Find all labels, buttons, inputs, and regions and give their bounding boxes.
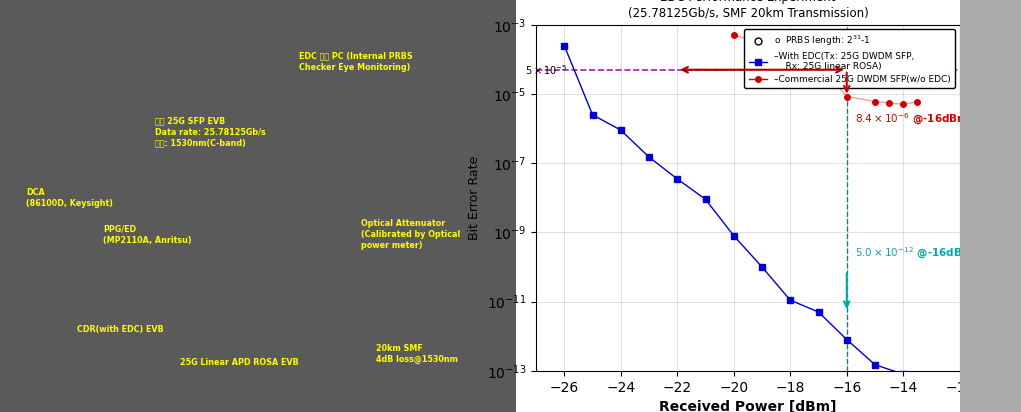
X-axis label: Received Power [dBm]: Received Power [dBm] xyxy=(660,400,836,412)
Text: $5.0\times10^{-12}$ @-16dBm: $5.0\times10^{-12}$ @-16dBm xyxy=(856,246,973,261)
Text: Optical Attenuator
(Calibrated by Optical
power meter): Optical Attenuator (Calibrated by Optica… xyxy=(360,219,460,250)
Text: DCA
(86100D, Keysight): DCA (86100D, Keysight) xyxy=(26,188,112,208)
Text: 장용 25G SFP EVB
Data rate: 25.78125Gb/s
파장: 1530nm(C-band): 장용 25G SFP EVB Data rate: 25.78125Gb/s 파… xyxy=(154,116,265,147)
Title: EDC Performance Experiment
(25.78125Gb/s, SMF 20km Transmission): EDC Performance Experiment (25.78125Gb/s… xyxy=(628,0,868,19)
Legend: o  PRBS length: $2^{31}$-1, –With EDC(Tx: 25G DWDM SFP,
    Rx: 25G linear ROSA): o PRBS length: $2^{31}$-1, –With EDC(Tx:… xyxy=(744,29,956,88)
Text: PPG/ED
(MP2110A, Anritsu): PPG/ED (MP2110A, Anritsu) xyxy=(103,225,192,245)
Text: 25G Linear APD ROSA EVB: 25G Linear APD ROSA EVB xyxy=(181,358,299,367)
Text: ~6dB: ~6dB xyxy=(743,40,781,53)
Y-axis label: Bit Error Rate: Bit Error Rate xyxy=(469,156,481,240)
Text: EDC 제어 PC (Internal PRBS
Checker Eye Monitoring): EDC 제어 PC (Internal PRBS Checker Eye Mon… xyxy=(299,52,412,72)
Text: 20km SMF
4dB loss@1530nm: 20km SMF 4dB loss@1530nm xyxy=(377,344,458,365)
Text: $5\times10^{-5}$: $5\times10^{-5}$ xyxy=(525,63,567,77)
Text: CDR(with EDC) EVB: CDR(with EDC) EVB xyxy=(78,325,164,334)
Text: $8.4\times10^{-6}$ @-16dBm: $8.4\times10^{-6}$ @-16dBm xyxy=(856,112,969,127)
